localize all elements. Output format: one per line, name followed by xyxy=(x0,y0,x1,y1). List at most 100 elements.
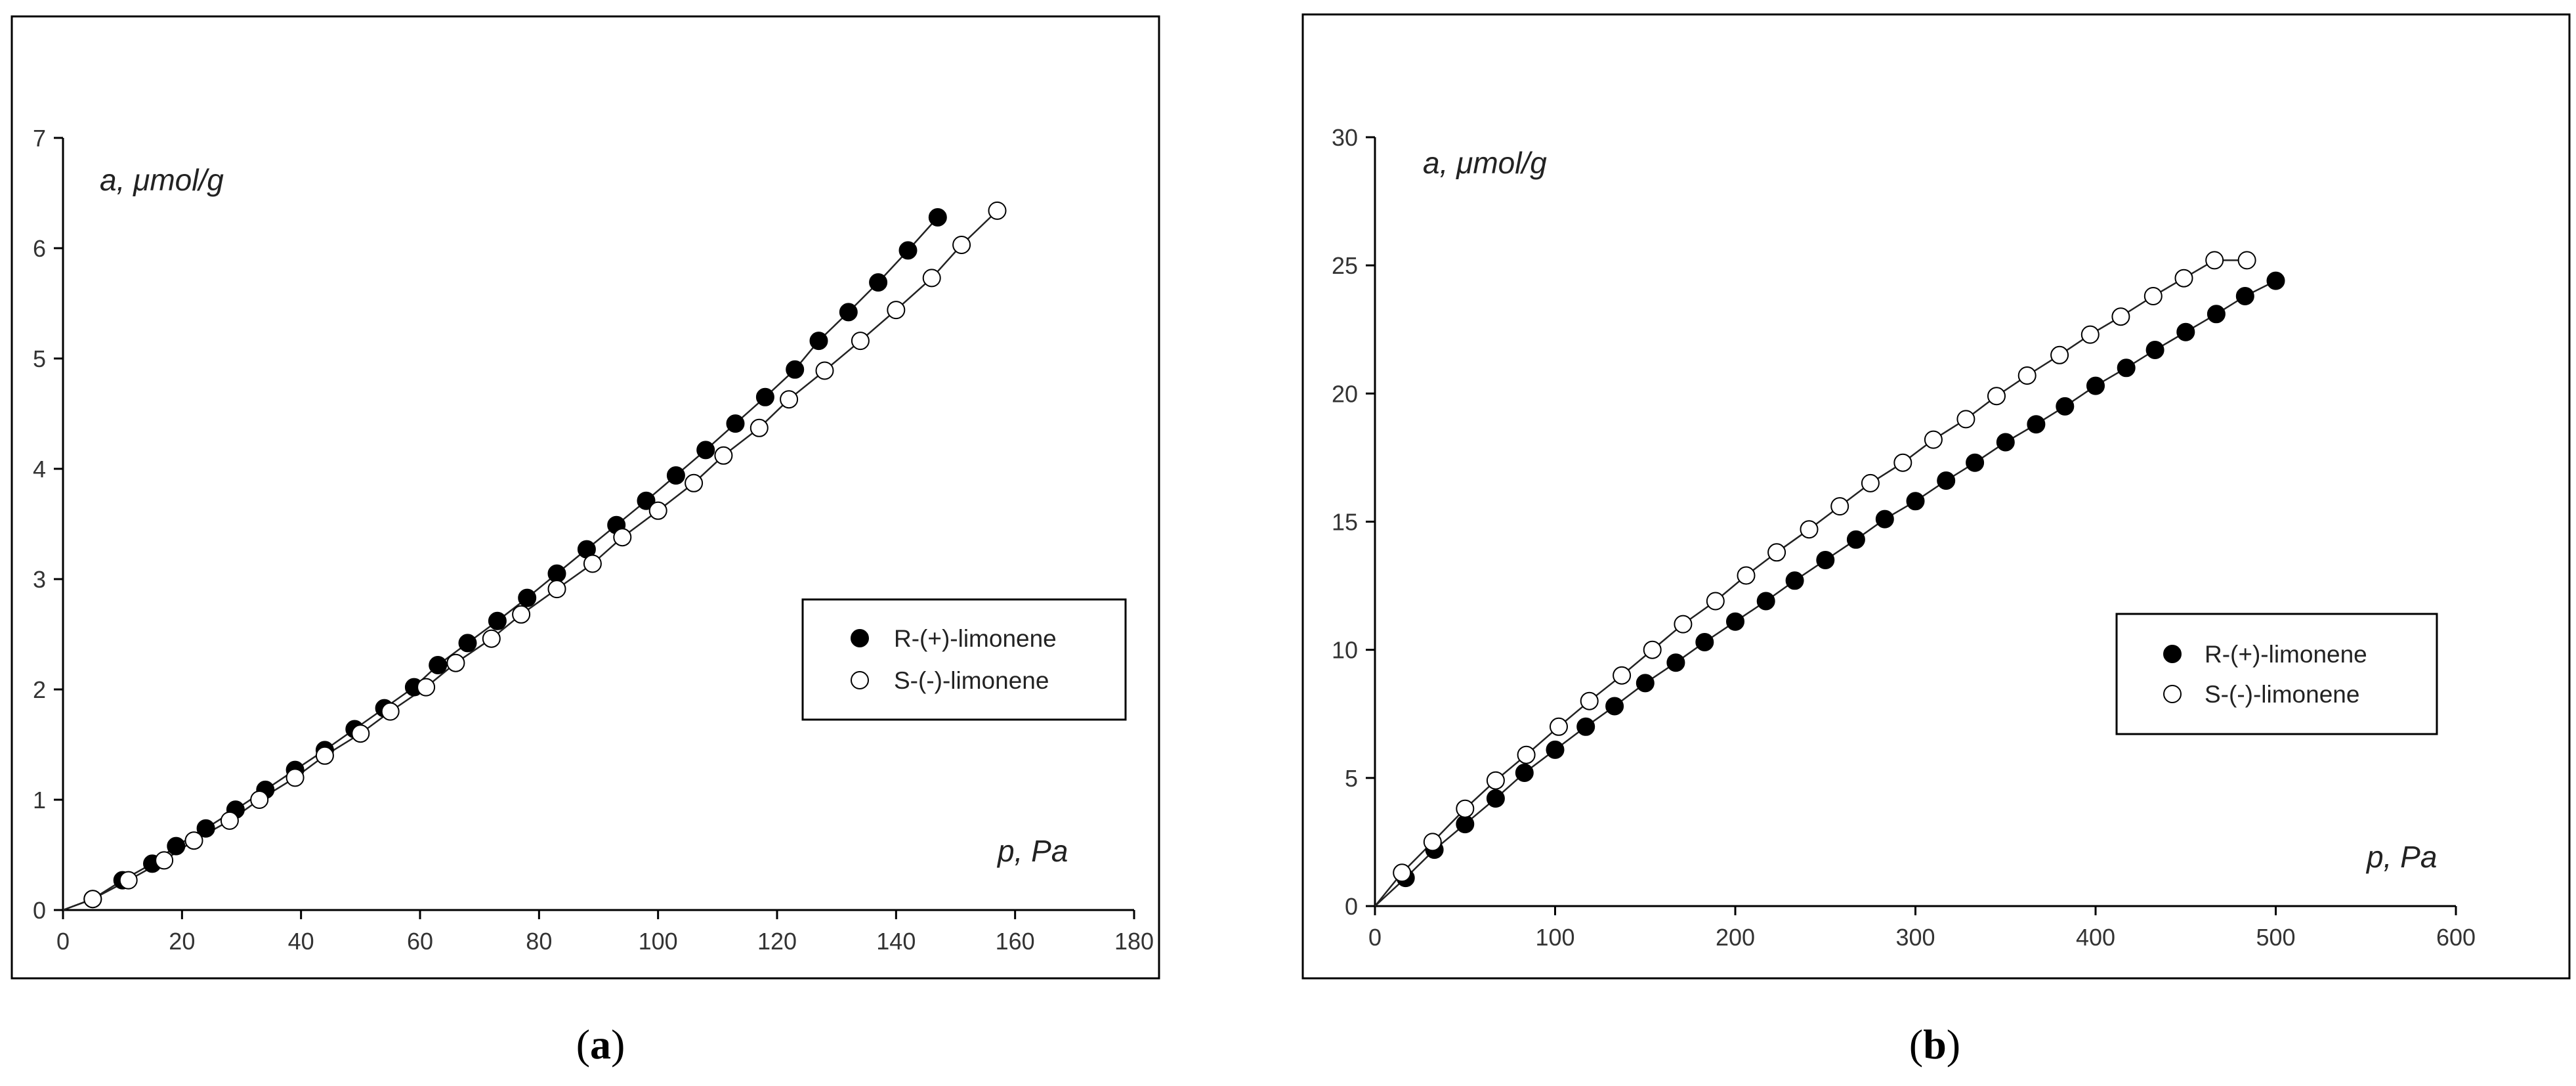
panel-a-point-s xyxy=(780,390,799,409)
panel-b-y-tick-label: 15 xyxy=(1332,509,1358,536)
panel-a-point-r xyxy=(755,387,774,406)
panel-a-point-s xyxy=(119,871,138,890)
panel-b-y-tick-label: 30 xyxy=(1332,124,1358,151)
panel-b-point-r xyxy=(1515,764,1534,782)
panel-b-point-s xyxy=(1893,453,1912,472)
panel-a-point-s xyxy=(887,301,906,320)
panel-a-legend-marker-s xyxy=(851,671,869,689)
panel-a-point-s xyxy=(285,768,305,787)
panel-b-point-r xyxy=(1486,789,1505,808)
panel-a-point-s xyxy=(381,702,400,721)
panel-b-point-r xyxy=(2145,341,2164,359)
panel-b-point-s xyxy=(2205,251,2224,270)
panel-b-point-s xyxy=(1800,520,1819,539)
panel-b-point-s xyxy=(2050,345,2069,364)
panel-a-point-s xyxy=(155,851,174,870)
panel-a-point-r xyxy=(547,564,566,583)
panel-b-point-s xyxy=(1861,473,1880,492)
panel-b-point-s xyxy=(1423,833,1442,852)
panel-b-point-r xyxy=(1605,697,1624,716)
panel-a-y-tick-label: 3 xyxy=(33,566,46,593)
panel-b-point-r xyxy=(2117,358,2136,378)
panel-a-point-s xyxy=(220,811,239,830)
panel-b-point-r xyxy=(1576,717,1595,736)
panel-a-legend-box xyxy=(801,598,1127,721)
panel-b-point-s xyxy=(2174,269,2193,288)
panel-b-point-r xyxy=(2235,287,2254,305)
panel-a-x-tick-label: 60 xyxy=(407,928,433,955)
panel-b-point-s xyxy=(1956,410,1975,429)
panel-b-y-axis-title: a, μmol/g xyxy=(1423,146,1547,180)
panel-b-y-tick-label: 10 xyxy=(1332,637,1358,664)
panel-b-x-tick-label: 500 xyxy=(2256,924,2295,951)
panel-b-point-r xyxy=(2176,322,2195,341)
panel-a-point-s xyxy=(648,501,667,520)
panel-b-point-s xyxy=(1613,666,1632,685)
panel-b-legend-marker-r xyxy=(2163,645,2182,663)
panel-a-y-tick-label: 5 xyxy=(33,345,46,372)
panel-a-point-r xyxy=(786,360,805,379)
panel-a-point-s xyxy=(750,418,769,437)
panel-b-point-r xyxy=(1695,633,1714,651)
panel-b-y-tick-label: 20 xyxy=(1332,380,1358,407)
panel-b-y-tick-label: 0 xyxy=(1345,893,1358,920)
panel-b-x-tick-label: 300 xyxy=(1895,924,1935,951)
panel-b-point-r xyxy=(1875,510,1894,529)
panel-b-point-s xyxy=(2111,307,2130,326)
panel-b-point-s xyxy=(1737,566,1756,585)
panel-a-point-s xyxy=(685,473,704,492)
panel-b-point-r xyxy=(1546,740,1565,759)
panel-b-point-r xyxy=(1966,453,1985,472)
panel-b-x-tick-label: 200 xyxy=(1716,924,1755,951)
panel-a-y-tick-label: 1 xyxy=(33,787,46,814)
panel-a: 0 20 40 60 80 100 120 140 160 180 0 1 2 3 4 5 6 7 a, μmol… xyxy=(11,15,1160,980)
panel-a-point-s xyxy=(583,554,602,573)
panel-a-point-s xyxy=(351,724,370,743)
panel-a-point-s xyxy=(714,446,733,465)
panel-a-frame xyxy=(11,15,1160,980)
panel-a-y-tick-label: 6 xyxy=(33,235,46,262)
caption-b: (b) xyxy=(1909,1021,1960,1068)
panel-b-point-r xyxy=(1816,551,1835,569)
panel-b-point-r xyxy=(1456,815,1475,834)
panel-b-point-s xyxy=(1706,592,1725,611)
panel-a-point-r xyxy=(637,491,656,510)
panel-a-x-tick-label: 100 xyxy=(639,928,678,955)
panel-a-point-r xyxy=(869,273,888,292)
panel-a-point-r xyxy=(726,414,745,433)
panel-b-point-s xyxy=(1767,543,1786,562)
panel-b-point-s xyxy=(1987,387,2006,406)
panel-a-point-s xyxy=(815,361,834,380)
panel-a-point-s xyxy=(83,890,102,909)
panel-a-point-r xyxy=(196,819,215,838)
panel-b-point-s xyxy=(1580,691,1599,710)
panel-b-x-tick-label: 400 xyxy=(2076,924,2115,951)
panel-a-point-r xyxy=(488,611,507,630)
panel-a-point-r xyxy=(458,634,477,653)
panel-b-point-r xyxy=(1996,433,2015,452)
panel-b-point-r xyxy=(1785,571,1804,590)
panel-a-point-s xyxy=(184,831,203,850)
panel-a-point-s xyxy=(512,605,531,624)
panel-b-point-s xyxy=(2017,366,2037,385)
panel-b-y-tick-label: 5 xyxy=(1345,765,1358,792)
panel-a-x-axis-title: p, Pa xyxy=(996,834,1068,868)
panel-a-x-tick-label: 160 xyxy=(996,928,1035,955)
panel-b-y-tick-label: 25 xyxy=(1332,252,1358,279)
panel-a-point-r xyxy=(898,241,918,260)
panel-a-x-tick-label: 40 xyxy=(288,928,314,955)
panel-a-point-r xyxy=(429,656,448,674)
panel-b-point-r xyxy=(2027,415,2046,434)
panel-a-point-r xyxy=(809,332,828,351)
panel-b-legend-label-r: R-(+)-limonene xyxy=(2205,641,2367,668)
panel-b-legend-box xyxy=(2115,613,2438,735)
panel-a-x-tick-label: 120 xyxy=(757,928,797,955)
panel-a-x-tick-label: 20 xyxy=(169,928,195,955)
panel-b-point-r xyxy=(2056,397,2075,416)
panel-b-legend-label-s: S-(-)-limonene xyxy=(2205,681,2359,708)
panel-b-x-axis-title: p, Pa xyxy=(2365,840,2437,874)
panel-b-plot-area: 0 100 200 300 400 500 600 0 5 10 15 20 25 30 xyxy=(1332,124,2476,951)
panel-b-x-tick-label: 100 xyxy=(1535,924,1574,951)
panel-a-legend: R-(+)-limonene S-(-)-limonene xyxy=(801,598,1127,721)
